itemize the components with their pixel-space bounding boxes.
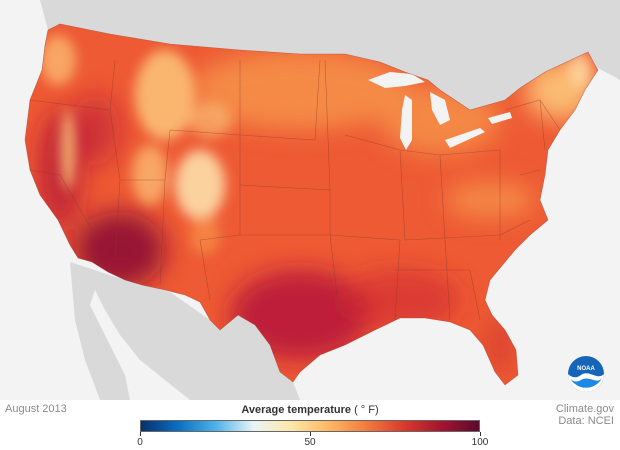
lake-michigan	[400, 95, 412, 150]
temperature-map	[24, 0, 620, 400]
noaa-logo-text: NOAA	[577, 366, 595, 372]
cool-pacific-nw	[40, 35, 76, 85]
legend-tick-label: 0	[137, 437, 143, 448]
lake-superior	[368, 72, 425, 88]
legend-tick-mark	[479, 432, 481, 436]
legend-tick-label: 50	[304, 437, 316, 448]
footer: August 2013 Average temperature ( ° F) C…	[0, 400, 620, 450]
cool-rockies-colorado	[175, 150, 225, 220]
cool-new-mexico	[190, 215, 220, 255]
credit-source: Climate.gov	[555, 403, 614, 415]
cool-utah	[132, 145, 168, 205]
hot-texas	[230, 270, 370, 360]
hot-nevada	[70, 95, 120, 165]
cool-rockies-north	[135, 50, 195, 140]
legend-tick-mark	[139, 432, 141, 436]
cool-maine	[568, 52, 592, 88]
credit-data: Data: NCEI	[558, 415, 614, 427]
legend-unit: ( ° F)	[354, 404, 379, 416]
legend-title-text: Average temperature	[241, 404, 351, 416]
legend-color-bar	[140, 420, 480, 432]
lake-huron	[430, 92, 450, 125]
usa-outline	[24, 23, 599, 386]
lake-ontario	[488, 112, 512, 124]
credit: Climate.gov Data: NCEI	[556, 403, 614, 427]
cool-wyoming	[188, 102, 232, 138]
legend-tick-mark	[309, 432, 311, 436]
state-boundaries	[29, 59, 561, 321]
hot-south	[340, 270, 460, 330]
warm-north-plains	[190, 50, 410, 130]
great-lakes	[368, 72, 512, 150]
date-label: August 2013	[5, 403, 67, 415]
canada-land	[40, 0, 620, 110]
mexico-land	[70, 262, 300, 400]
legend-title: Average temperature ( ° F)	[140, 404, 480, 416]
lake-erie	[445, 128, 485, 148]
cool-sierra	[61, 110, 75, 190]
cool-appalachians	[445, 182, 535, 218]
legend-tick-label: 100	[471, 437, 489, 448]
noaa-logo: NOAA	[568, 356, 604, 392]
